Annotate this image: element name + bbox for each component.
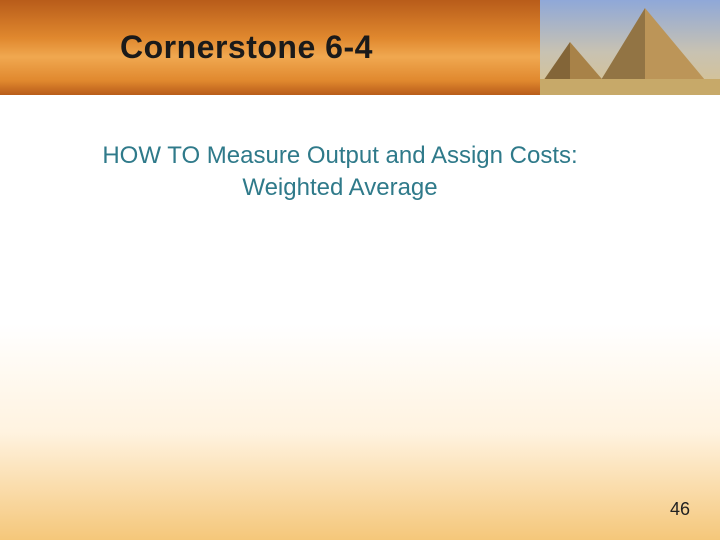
- subtitle-region: HOW TO Measure Output and Assign Costs: …: [80, 140, 640, 205]
- title-region: Cornerstone 6-4: [0, 0, 540, 95]
- pyramid-image: [540, 0, 720, 95]
- slide: Cornerstone 6-4 HOW TO Measure Output an…: [0, 0, 720, 540]
- subtitle-line-1: HOW TO Measure Output and Assign Costs:: [102, 142, 577, 169]
- slide-title: Cornerstone 6-4: [120, 29, 373, 66]
- subtitle-text: HOW TO Measure Output and Assign Costs: …: [80, 140, 600, 205]
- subtitle-line-2: Weighted Average: [242, 174, 437, 201]
- page-number: 46: [670, 499, 690, 520]
- pyramid-ground: [540, 79, 720, 95]
